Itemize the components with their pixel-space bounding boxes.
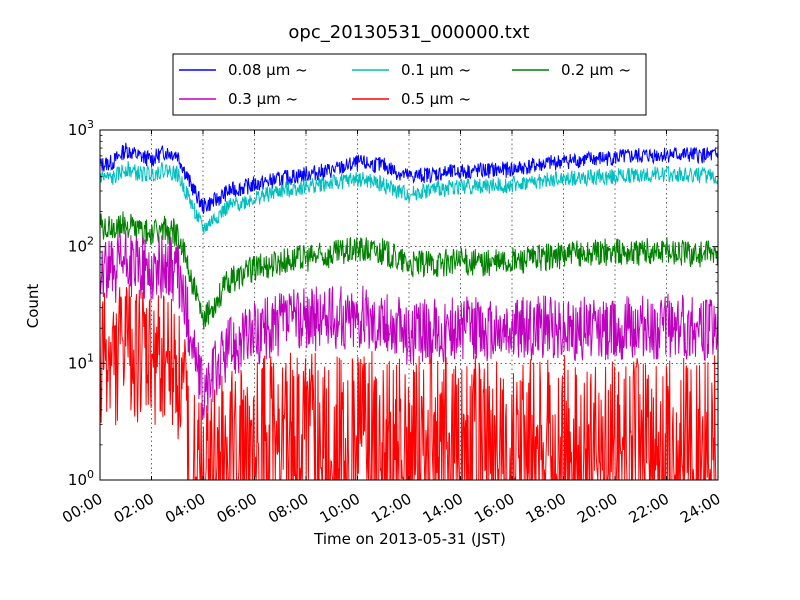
x-tick-label: 04:00 (162, 490, 208, 527)
x-tick-label: 10:00 (317, 490, 363, 527)
series-line-1 (100, 161, 718, 234)
legend-label-3: 0.3 μm ~ (228, 90, 298, 108)
y-tick-label: 103 (68, 118, 94, 139)
legend-frame (172, 53, 647, 116)
chart-title: opc_20130531_000000.txt (288, 22, 529, 43)
plot-area: 00:00 02:00 04:00 06:00 08:00 10:00 12:00 14:00… (59, 118, 723, 527)
series-line-2 (100, 211, 718, 330)
x-tick-label: 00:00 (59, 490, 105, 527)
y-tick-label: 101 (68, 351, 94, 372)
x-tick-label: 20:00 (574, 490, 620, 527)
y-tick-label: 102 (68, 235, 94, 256)
x-tick-label: 06:00 (214, 490, 260, 527)
x-tick-label: 12:00 (368, 490, 414, 527)
x-tick-label: 14:00 (420, 490, 466, 527)
y-tick-label: 100 (68, 468, 94, 489)
series-line-3 (100, 229, 718, 421)
x-tick-label: 08:00 (265, 490, 311, 527)
x-tick-label: 22:00 (626, 490, 672, 527)
series-group (100, 142, 718, 480)
legend-label-0: 0.08 μm ~ (228, 61, 308, 79)
legend-label-2: 0.2 μm ~ (561, 61, 631, 79)
x-tick-label: 24:00 (677, 490, 723, 527)
legend: 0.08 μm ~ 0.1 μm ~ 0.2 μm ~ 0.3 μm ~ 0.5 μm … (172, 53, 647, 116)
y-axis-title: Count (24, 284, 42, 329)
x-tick-label: 02:00 (111, 490, 157, 527)
legend-label-4: 0.5 μm ~ (401, 90, 471, 108)
x-tick-label: 18:00 (523, 490, 569, 527)
series-line-0 (100, 142, 718, 214)
legend-label-1: 0.1 μm ~ (401, 61, 471, 79)
x-axis-title: Time on 2013-05-31 (JST) (313, 530, 506, 548)
series-line-4 (100, 283, 718, 480)
x-tick-label: 16:00 (471, 490, 517, 527)
